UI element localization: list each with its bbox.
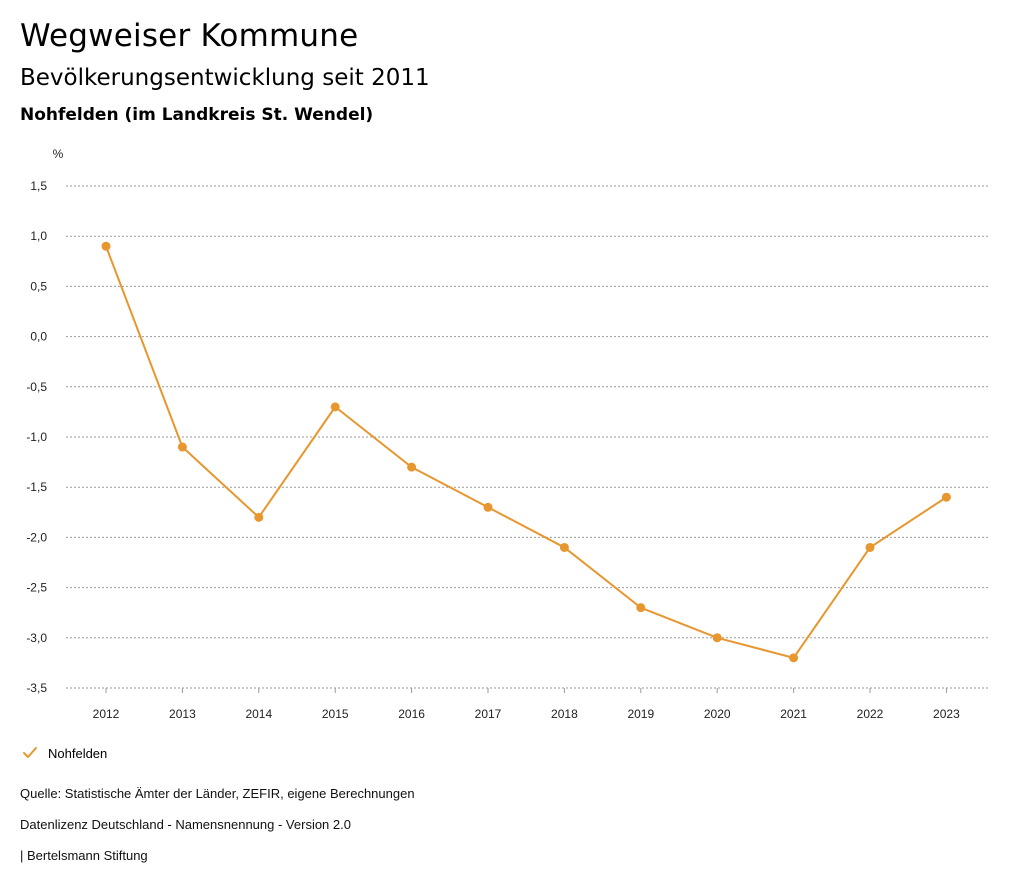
series-line: [105, 245, 947, 659]
data-point: [483, 502, 493, 512]
y-tick-label: 1,0: [30, 229, 47, 243]
x-tick-label: 2017: [475, 707, 502, 721]
legend-label: Nohfelden: [48, 745, 108, 761]
data-point: [330, 402, 340, 412]
region-label: Nohfelden (im Landkreis St. Wendel): [20, 105, 374, 125]
chart-title: Wegweiser Kommune: [20, 18, 359, 54]
y-tick-label: -1,5: [26, 480, 47, 494]
data-point: [865, 542, 875, 552]
x-tick-label: 2023: [933, 707, 960, 721]
x-tick-label: 2018: [551, 707, 578, 721]
x-tick-label: 2022: [857, 707, 884, 721]
y-tick-label: -2,5: [26, 581, 47, 595]
data-point: [559, 542, 569, 552]
x-tick-label: 2015: [322, 707, 349, 721]
data-point: [177, 442, 187, 452]
y-tick-label: -2,0: [26, 530, 47, 544]
y-tick-label: 1,5: [30, 179, 47, 193]
data-point: [712, 633, 722, 643]
check-icon: [23, 747, 37, 758]
source-note: Quelle: Statistische Ämter der Länder, Z…: [20, 786, 415, 801]
x-tick-label: 2014: [245, 707, 272, 721]
x-tick-label: 2016: [398, 707, 425, 721]
data-point: [101, 241, 111, 251]
x-tick-label: 2021: [780, 707, 807, 721]
legend[interactable]: Nohfelden: [22, 745, 107, 761]
data-point: [254, 512, 264, 522]
license-note: Datenlizenz Deutschland - Namensnennung …: [20, 817, 351, 832]
y-tick-label: -3,0: [26, 631, 47, 645]
y-tick-label: 0,5: [30, 279, 47, 293]
data-point: [941, 492, 951, 502]
y-axis-label: %: [53, 147, 64, 161]
data-point: [636, 603, 646, 613]
y-tick-label: -0,5: [26, 380, 47, 394]
x-tick-label: 2020: [704, 707, 731, 721]
x-tick-label: 2019: [627, 707, 654, 721]
chart-subtitle: Bevölkerungsentwicklung seit 2011: [20, 65, 430, 91]
publisher-note: | Bertelsmann Stiftung: [20, 848, 148, 863]
data-point: [407, 462, 417, 472]
y-tick-label: -1,0: [26, 430, 47, 444]
data-point: [789, 653, 799, 663]
y-tick-label: -3,5: [26, 681, 47, 695]
line-chart: % 1,5 1,0 0,5 0,0 -0,5 -1,0 -1,5 -2,0 -2,5 -3,0 -3,…: [26, 147, 990, 721]
x-tick-label: 2013: [169, 707, 196, 721]
y-tick-label: 0,0: [30, 330, 47, 344]
x-tick-label: 2012: [93, 707, 120, 721]
